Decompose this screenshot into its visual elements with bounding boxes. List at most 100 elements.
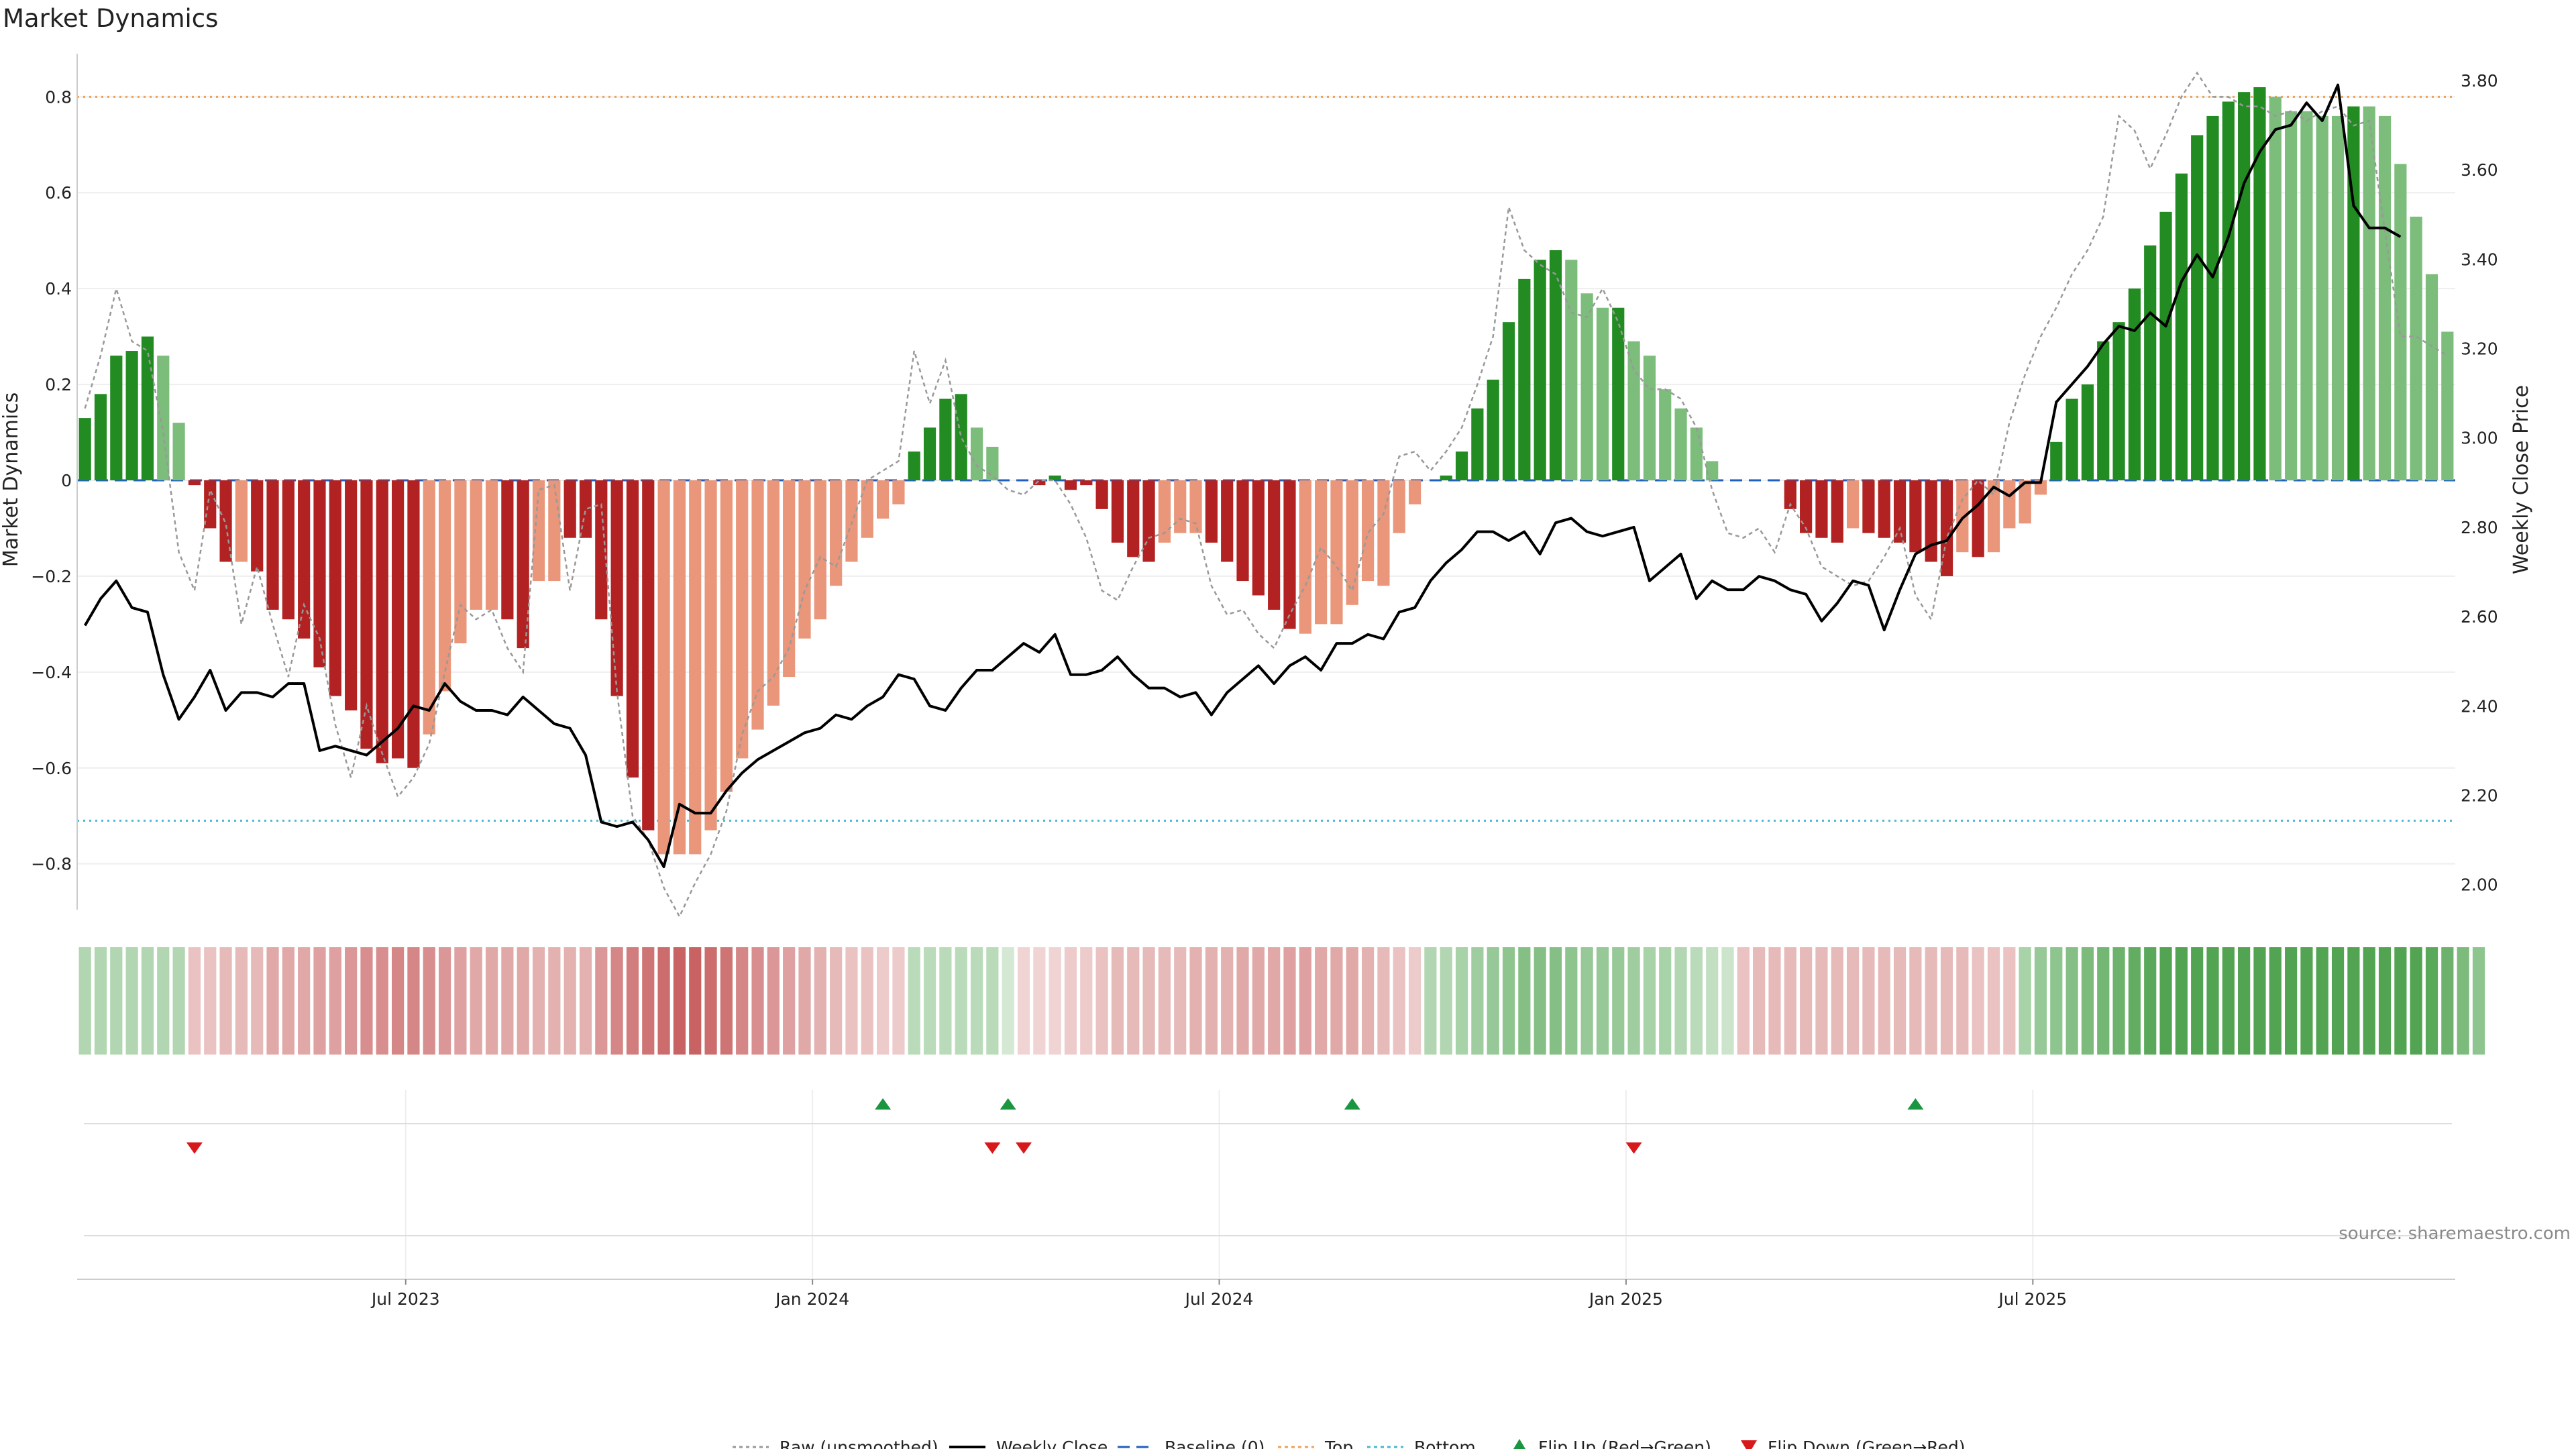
- dynamics-bar: [2159, 211, 2172, 480]
- legend-item: Bottom: [1367, 1438, 1476, 1449]
- dynamics-bar: [438, 480, 451, 692]
- dynamics-bar: [1487, 379, 1499, 480]
- y-axis-label-left: Market Dynamics: [0, 392, 23, 568]
- dynamics-bar: [360, 480, 373, 749]
- line-series: [83, 71, 2448, 919]
- heatmap-cell: [2112, 947, 2125, 1055]
- legend-label: Flip Down (Green→Red): [1768, 1438, 1966, 1449]
- legend-item: Flip Down (Green→Red): [1741, 1438, 1966, 1449]
- dynamics-bar: [1659, 389, 1672, 480]
- heatmap-cell: [892, 947, 905, 1055]
- heatmap-cell: [642, 947, 655, 1055]
- dynamics-bar: [1127, 480, 1140, 557]
- dynamics-bar: [470, 480, 482, 610]
- heatmap-cell: [157, 947, 170, 1055]
- flip-down-marker: [984, 1142, 1001, 1154]
- x-tick-label: Jul 2025: [1997, 1289, 2067, 1309]
- heatmap-cell: [939, 947, 952, 1055]
- heatmap-cell: [1706, 947, 1719, 1055]
- dynamics-bar: [2441, 331, 2454, 480]
- heatmap-cell: [877, 947, 890, 1055]
- dynamics-bar: [861, 480, 873, 538]
- heatmap-cell: [1862, 947, 1875, 1055]
- heatmap-cell: [720, 947, 733, 1055]
- dynamics-bar: [1221, 480, 1234, 562]
- dynamics-bar: [1846, 480, 1860, 529]
- heatmap-cell: [2206, 947, 2219, 1055]
- dynamics-bar: [1627, 341, 1640, 480]
- heatmap-cell: [1017, 947, 1030, 1055]
- dynamics-bar: [125, 351, 138, 480]
- dynamics-bar: [2128, 288, 2141, 480]
- heatmap-cell: [1346, 947, 1358, 1055]
- legend-label: Flip Up (Red→Green): [1538, 1438, 1711, 1449]
- raw-unsmoothed-line: [84, 71, 2448, 919]
- heatmap-cell: [610, 947, 623, 1055]
- dynamics-bar: [798, 480, 811, 639]
- dynamics-bar: [1580, 293, 1593, 480]
- dynamics-bar: [1643, 356, 1656, 480]
- dynamics-bar: [298, 480, 311, 639]
- dynamics-bar: [908, 451, 920, 480]
- dynamics-bar: [783, 480, 796, 677]
- dynamics-bar: [1268, 480, 1281, 610]
- dynamics-bar: [517, 480, 529, 649]
- dynamics-bar: [1909, 480, 1922, 553]
- y2-tick-label: 3.60: [2461, 160, 2498, 180]
- dynamics-bar: [204, 480, 217, 529]
- dynamics-bar: [1502, 322, 1515, 480]
- dynamics-bar: [1549, 250, 1562, 480]
- dynamics-bar: [2019, 480, 2031, 524]
- heatmap-cell: [1893, 947, 1907, 1055]
- dynamics-bar: [1346, 480, 1358, 605]
- heatmap-cell: [1111, 947, 1124, 1055]
- heatmap-cell: [2347, 947, 2360, 1055]
- heatmap-cell: [219, 947, 232, 1055]
- heatmap-cell: [1158, 947, 1171, 1055]
- dynamics-bar: [610, 480, 623, 696]
- heatmap-cell: [485, 947, 498, 1055]
- flip-up-marker: [1907, 1098, 1924, 1110]
- dynamics-bar: [2222, 101, 2235, 480]
- heatmap-cell: [392, 947, 405, 1055]
- heatmap-cell: [2222, 947, 2235, 1055]
- dynamics-bar: [2034, 480, 2047, 495]
- heatmap-cell: [626, 947, 639, 1055]
- dynamics-bar: [1033, 480, 1046, 486]
- heatmap-cell: [1221, 947, 1234, 1055]
- heatmap-cell: [2238, 947, 2251, 1055]
- heatmap-cell: [1721, 947, 1734, 1055]
- y2-tick-label: 3.40: [2461, 250, 2498, 269]
- heatmap-cell: [1142, 947, 1155, 1055]
- heatmap-cell: [2019, 947, 2031, 1055]
- x-tick-label: Jan 2025: [1588, 1289, 1663, 1309]
- y2-tick-label: 2.80: [2461, 518, 2498, 537]
- heatmap-cell: [172, 947, 185, 1055]
- heatmap-cell: [1846, 947, 1860, 1055]
- heatmap-cell: [2378, 947, 2392, 1055]
- heatmap-cell: [141, 947, 154, 1055]
- dynamics-bar: [2410, 216, 2422, 480]
- dynamics-bar: [235, 480, 248, 562]
- heatmap-cell: [814, 947, 826, 1055]
- heatmap-cell: [1768, 947, 1781, 1055]
- heatmap-cell: [94, 947, 107, 1055]
- flip-up-marker: [1000, 1098, 1016, 1110]
- heatmap-cell: [313, 947, 326, 1055]
- dynamics-bar: [1315, 480, 1328, 625]
- dynamics-bar: [1440, 475, 1452, 480]
- y2-tick-label: 2.60: [2461, 607, 2498, 627]
- heatmap-cell: [1940, 947, 1953, 1055]
- dynamics-bar: [1800, 480, 1813, 533]
- dynamics-bar: [2300, 111, 2313, 480]
- heatmap-cell: [2191, 947, 2204, 1055]
- legend-item: Top: [1278, 1438, 1353, 1449]
- heatmap-cell: [1659, 947, 1672, 1055]
- dynamics-bar: [673, 480, 686, 855]
- dynamics-bar: [1142, 480, 1155, 562]
- heatmap-cell: [1033, 947, 1046, 1055]
- heatmap-cell: [1549, 947, 1562, 1055]
- heatmap-cell: [454, 947, 467, 1055]
- heatmap-cell: [2441, 947, 2454, 1055]
- dynamics-bar: [657, 480, 670, 855]
